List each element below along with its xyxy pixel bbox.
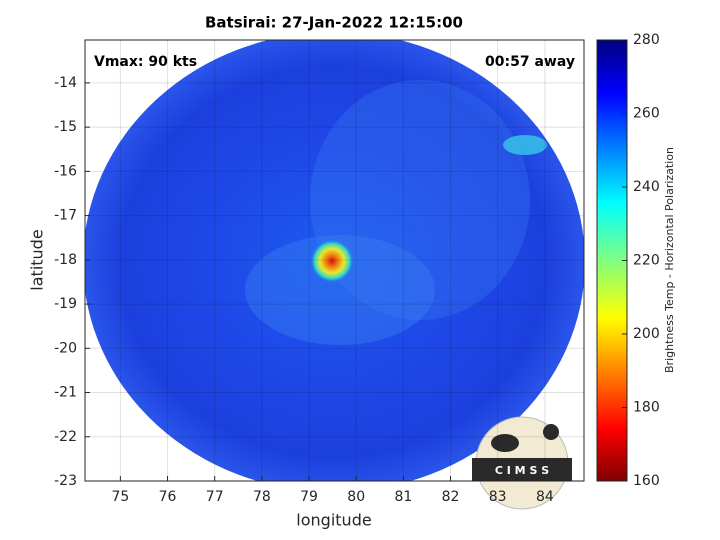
logo: C I M S S (472, 416, 572, 510)
colorbar-tick-label: 180 (633, 400, 660, 416)
y-tick-label: -20 (54, 340, 77, 356)
x-tick-label: 78 (253, 489, 271, 505)
x-tick-label: 80 (347, 489, 365, 505)
x-tick-label: 79 (300, 489, 318, 505)
x-tick-label: 83 (489, 489, 507, 505)
y-tick-label: -14 (54, 75, 77, 91)
y-tick-label: -17 (54, 208, 77, 224)
axes-box (84, 39, 585, 482)
annotation: 00:57 away (485, 54, 575, 70)
x-tick-label: 76 (159, 489, 177, 505)
colorbar-tick-label: 280 (633, 32, 660, 48)
colorbar-tick-label: 260 (633, 106, 660, 122)
annotation: Vmax: 90 kts (94, 54, 197, 70)
cloud-band (245, 235, 435, 345)
cloud-band (310, 80, 530, 320)
y-tick-label: -21 (54, 385, 77, 401)
logo-dish (491, 434, 519, 452)
colorbar-label: Brightness Temp - Horizontal Polarizatio… (663, 147, 676, 373)
colorbar-tick-label: 200 (633, 326, 660, 342)
y-tick-label: -15 (54, 119, 77, 135)
colorbar-tick-label: 160 (633, 473, 660, 489)
y-tick-label: -23 (54, 473, 77, 489)
y-axis-label: latitude (28, 229, 47, 290)
colorbar-tick-label: 220 (633, 253, 660, 269)
x-axis-label: longitude (296, 511, 371, 530)
colorbar-tick-label: 240 (633, 179, 660, 195)
satellite-image (85, 40, 584, 481)
x-tick-label: 81 (394, 489, 412, 505)
x-tick-label: 82 (442, 489, 460, 505)
logo-bar (472, 458, 572, 481)
x-tick-label: 77 (206, 489, 224, 505)
cloud-cell (503, 135, 547, 155)
x-tick-label: 84 (536, 489, 554, 505)
logo-tower (543, 424, 559, 440)
y-tick-label: -16 (54, 163, 77, 179)
chart-title: Batsirai: 27-Jan-2022 12:15:00 (205, 14, 463, 32)
y-tick-label: -19 (54, 296, 77, 312)
y-tick-label: -22 (54, 429, 77, 445)
logo-text: C I M S S (495, 464, 549, 477)
x-tick-label: 75 (111, 489, 129, 505)
storm-eye (310, 239, 354, 283)
y-tick-label: -18 (54, 252, 77, 268)
